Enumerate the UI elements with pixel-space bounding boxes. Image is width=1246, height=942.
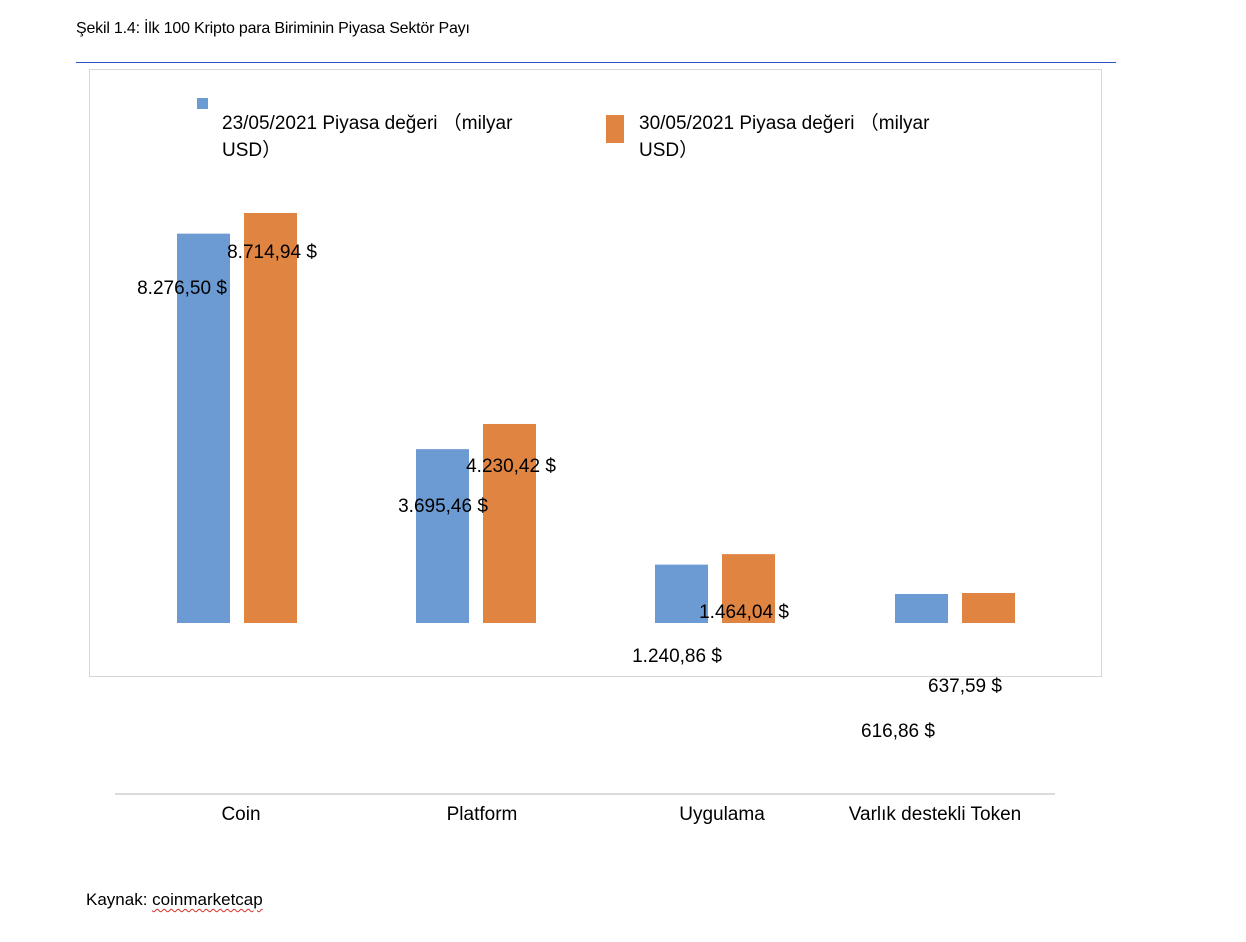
category-label-0: Coin	[221, 804, 260, 825]
bar-series1-2	[655, 564, 708, 623]
data-label-series1-2: 1.240,86 $	[632, 646, 722, 667]
caption-rule	[76, 62, 1116, 63]
bar-series2-3	[962, 593, 1015, 623]
legend-swatch-series2	[606, 115, 624, 143]
legend-series1-line2: USD）	[222, 140, 282, 161]
bar-series1-0	[177, 233, 230, 623]
data-label-series1-1: 3.695,46 $	[398, 496, 488, 517]
bar-series1-1	[416, 449, 469, 623]
bar-series2-0	[244, 213, 297, 623]
legend-label-series2: 30/05/2021 Piyasa değeri （milyar USD）	[639, 110, 929, 164]
figure-caption: Şekil 1.4: İlk 100 Kripto para Biriminin…	[76, 20, 470, 37]
legend-series2-line2: USD）	[639, 140, 699, 161]
chart-frame	[89, 69, 1102, 677]
data-label-series2-0: 8.714,94 $	[227, 242, 317, 263]
legend-series2-line1: 30/05/2021 Piyasa değeri （milyar	[639, 113, 930, 134]
category-label-3: Varlık destekli Token	[849, 804, 1022, 825]
legend-swatch-series1	[197, 98, 208, 109]
data-label-series2-3: 637,59 $	[928, 676, 1002, 697]
bar-series1-3	[895, 593, 948, 623]
category-label-2: Uygulama	[679, 804, 765, 825]
source-label: Kaynak:	[86, 890, 153, 909]
bar-series2-1	[483, 423, 536, 623]
data-label-series1-0: 8.276,50 $	[137, 278, 227, 299]
data-label-series2-1: 4.230,42 $	[466, 456, 556, 477]
data-label-series2-2: 1.464,04 $	[699, 602, 789, 623]
source-note: Kaynak: coinmarketcap	[86, 890, 263, 910]
category-label-1: Platform	[447, 804, 518, 825]
legend-series1-line1: 23/05/2021 Piyasa değeri （milyar	[222, 113, 513, 134]
legend-label-series1: 23/05/2021 Piyasa değeri （milyar USD）	[222, 110, 512, 164]
bar-series2-2	[722, 554, 775, 623]
data-label-series1-3: 616,86 $	[861, 721, 935, 742]
source-link[interactable]: coinmarketcap	[152, 890, 263, 909]
